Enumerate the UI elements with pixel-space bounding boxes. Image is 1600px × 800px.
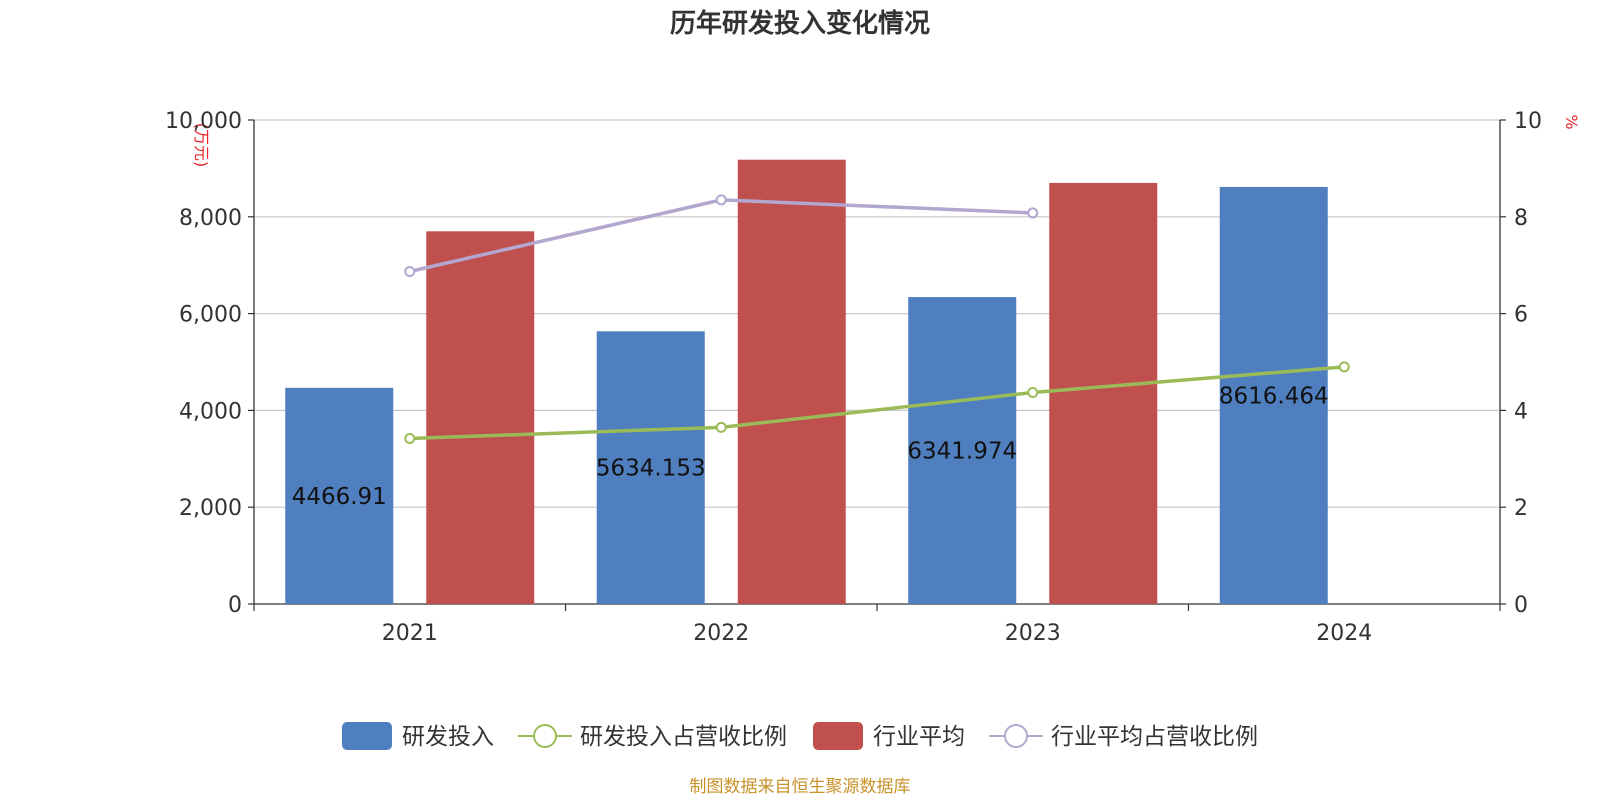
bar xyxy=(596,331,705,604)
left-axis-tick-label: 2,000 xyxy=(179,496,242,521)
left-axis-unit: (万元) xyxy=(192,123,211,168)
bar xyxy=(426,231,535,604)
left-axis-tick-label: 0 xyxy=(228,593,242,618)
right-axis-tick-label: 4 xyxy=(1514,399,1528,424)
right-axis-tick-label: 0 xyxy=(1514,593,1528,618)
legend-label: 研发投入 xyxy=(402,724,494,750)
x-axis-tick-label: 2024 xyxy=(1316,621,1372,646)
legend-swatch xyxy=(342,722,392,750)
line-point xyxy=(404,265,416,277)
line-series xyxy=(404,194,1350,444)
series-line xyxy=(409,365,1345,441)
bar-data-label: 5634.153 xyxy=(596,456,706,482)
left-axis-tick-label: 6,000 xyxy=(179,303,242,328)
legend-label: 行业平均占营收比例 xyxy=(1051,724,1258,750)
right-axis-unit: % xyxy=(1562,114,1581,129)
right-axis-tick-label: 6 xyxy=(1514,303,1528,328)
bar-data-label: 8616.464 xyxy=(1219,383,1329,409)
bar-series xyxy=(285,159,1328,605)
left-axis-tick-label: 8,000 xyxy=(179,206,242,231)
left-axis-tick-label: 4,000 xyxy=(179,399,242,424)
legend-marker xyxy=(1004,724,1028,748)
legend: 研发投入 研发投入占营收比例 行业平均 行业平均占营收比例 xyxy=(342,722,1258,750)
legend-label: 行业平均 xyxy=(873,724,965,750)
x-axis-tick-label: 2021 xyxy=(382,621,438,646)
line-point xyxy=(715,194,727,206)
legend-swatch xyxy=(813,722,863,750)
x-axis-tick-label: 2023 xyxy=(1005,621,1061,646)
bar xyxy=(737,159,846,605)
line-point xyxy=(1027,386,1039,398)
right-axis-tick-label: 2 xyxy=(1514,496,1528,521)
line-point xyxy=(404,432,416,444)
legend-marker xyxy=(533,724,557,748)
bar xyxy=(908,297,1017,604)
bar-data-label: 4466.91 xyxy=(292,484,387,510)
line-point xyxy=(715,421,727,433)
chart-title: 历年研发投入变化情况 xyxy=(670,8,930,39)
bar-data-label: 6341.974 xyxy=(907,439,1017,465)
line-point xyxy=(1027,207,1039,219)
x-axis-tick-label: 2022 xyxy=(693,621,749,646)
right-axis-tick-label: 8 xyxy=(1514,206,1528,231)
legend-label: 研发投入占营收比例 xyxy=(580,724,787,750)
bar xyxy=(285,387,394,604)
source-note: 制图数据来自恒生聚源数据库 xyxy=(690,777,911,797)
bar xyxy=(1219,186,1328,604)
bar xyxy=(1049,182,1158,605)
right-axis-tick-label: 10 xyxy=(1514,109,1542,134)
data-labels: 4466.91 5634.153 6341.974 8616.464 xyxy=(292,383,1329,509)
left-axis-tick-label: 10,000 xyxy=(165,109,242,134)
line-point xyxy=(1338,361,1350,373)
